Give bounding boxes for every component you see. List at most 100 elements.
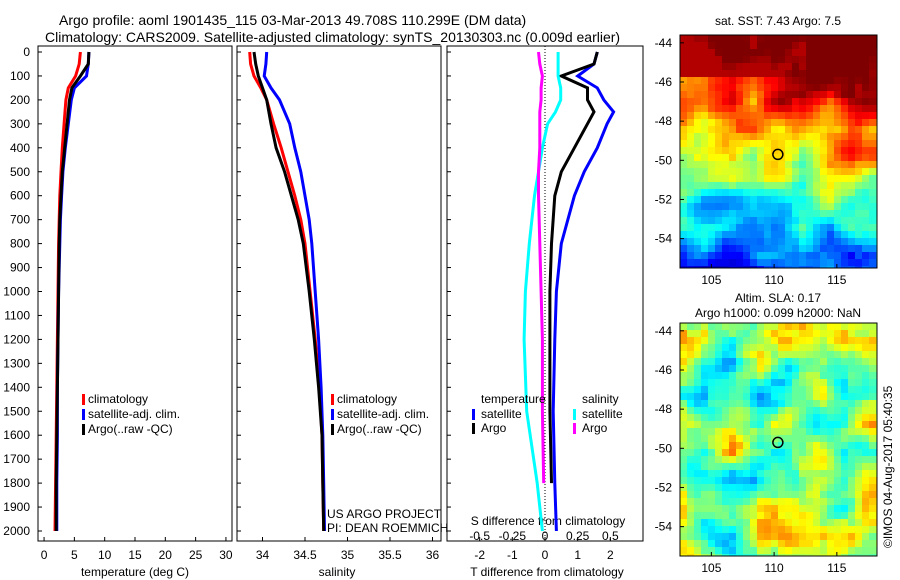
map-cell xyxy=(680,56,687,63)
map-cell xyxy=(827,498,834,505)
map-cell xyxy=(757,477,764,484)
map-cell xyxy=(743,98,750,105)
legend-swatch xyxy=(472,409,475,420)
map-cell xyxy=(862,49,869,56)
map-cell xyxy=(799,533,806,540)
map-cell xyxy=(799,372,806,379)
map-cell xyxy=(778,337,785,344)
map-cell xyxy=(799,126,806,133)
map-cell xyxy=(708,140,715,147)
map-cell xyxy=(785,449,792,456)
map-cell xyxy=(862,252,869,259)
map-cell xyxy=(862,526,869,533)
map-cell xyxy=(701,77,708,84)
map-cell xyxy=(687,344,694,351)
map-cell xyxy=(820,344,827,351)
map-cell xyxy=(736,414,743,421)
map-cell xyxy=(848,84,855,91)
map-cell xyxy=(806,252,813,259)
map-cell xyxy=(708,358,715,365)
map-cell xyxy=(827,414,834,421)
map-cell xyxy=(834,442,841,449)
map-cell xyxy=(764,407,771,414)
map-cell xyxy=(778,351,785,358)
map-cell xyxy=(757,421,764,428)
map-cell xyxy=(799,358,806,365)
map-cell xyxy=(722,365,729,372)
map-cell xyxy=(729,449,736,456)
map-cell xyxy=(799,330,806,337)
map-cell xyxy=(841,470,848,477)
map-cell xyxy=(715,112,722,119)
map-cell xyxy=(834,512,841,519)
map-cell xyxy=(680,547,687,554)
map-cell xyxy=(834,133,841,140)
map-cell xyxy=(722,63,729,70)
map-cell xyxy=(743,449,750,456)
map-cell xyxy=(827,526,834,533)
map-cell xyxy=(792,463,799,470)
map-cell xyxy=(757,512,764,519)
map-cell xyxy=(764,161,771,168)
map-cell xyxy=(701,224,708,231)
map-cell xyxy=(827,140,834,147)
map-cell xyxy=(820,540,827,547)
map-cell xyxy=(715,484,722,491)
map-cell xyxy=(722,238,729,245)
map-lon-label: 105 xyxy=(701,561,721,575)
map-cell xyxy=(841,182,848,189)
map-cell xyxy=(708,428,715,435)
map-cell xyxy=(750,421,757,428)
map-cell xyxy=(757,182,764,189)
map-cell xyxy=(813,393,820,400)
map-cell xyxy=(694,512,701,519)
map-cell xyxy=(764,84,771,91)
map-cell xyxy=(820,196,827,203)
map-cell xyxy=(757,484,764,491)
map-cell xyxy=(855,351,862,358)
map-cell xyxy=(827,442,834,449)
map-cell xyxy=(869,435,876,442)
map-cell xyxy=(729,400,736,407)
map-cell xyxy=(792,400,799,407)
map-cell xyxy=(834,435,841,442)
map-cell xyxy=(778,533,785,540)
map-cell xyxy=(792,323,799,330)
map-cell xyxy=(813,547,820,554)
map-cell xyxy=(757,91,764,98)
map-cell xyxy=(694,344,701,351)
map-cell xyxy=(743,554,750,556)
map-cell xyxy=(722,463,729,470)
map-cell xyxy=(764,217,771,224)
map-cell xyxy=(750,400,757,407)
map-cell xyxy=(848,161,855,168)
map-cell xyxy=(764,42,771,49)
map-cell xyxy=(743,168,750,175)
map-cell xyxy=(806,245,813,252)
map-cell xyxy=(827,421,834,428)
map-cell xyxy=(792,477,799,484)
map-cell xyxy=(680,175,687,182)
map-cell xyxy=(806,231,813,238)
map-cell xyxy=(834,42,841,49)
map-cell xyxy=(757,77,764,84)
map-cell xyxy=(736,196,743,203)
map-cell xyxy=(869,470,876,477)
map-cell xyxy=(771,470,778,477)
map-cell xyxy=(785,498,792,505)
map-cell xyxy=(680,252,687,259)
map-cell xyxy=(785,245,792,252)
map-cell xyxy=(848,435,855,442)
map-cell xyxy=(855,449,862,456)
map-cell xyxy=(792,42,799,49)
map-cell xyxy=(813,63,820,70)
map-cell xyxy=(792,519,799,526)
map-cell xyxy=(680,337,687,344)
map-cell xyxy=(701,428,708,435)
map-cell xyxy=(841,519,848,526)
map-cell xyxy=(778,70,785,77)
map-cell xyxy=(813,477,820,484)
map-cell xyxy=(722,56,729,63)
map-cell xyxy=(820,91,827,98)
map-cell xyxy=(757,168,764,175)
